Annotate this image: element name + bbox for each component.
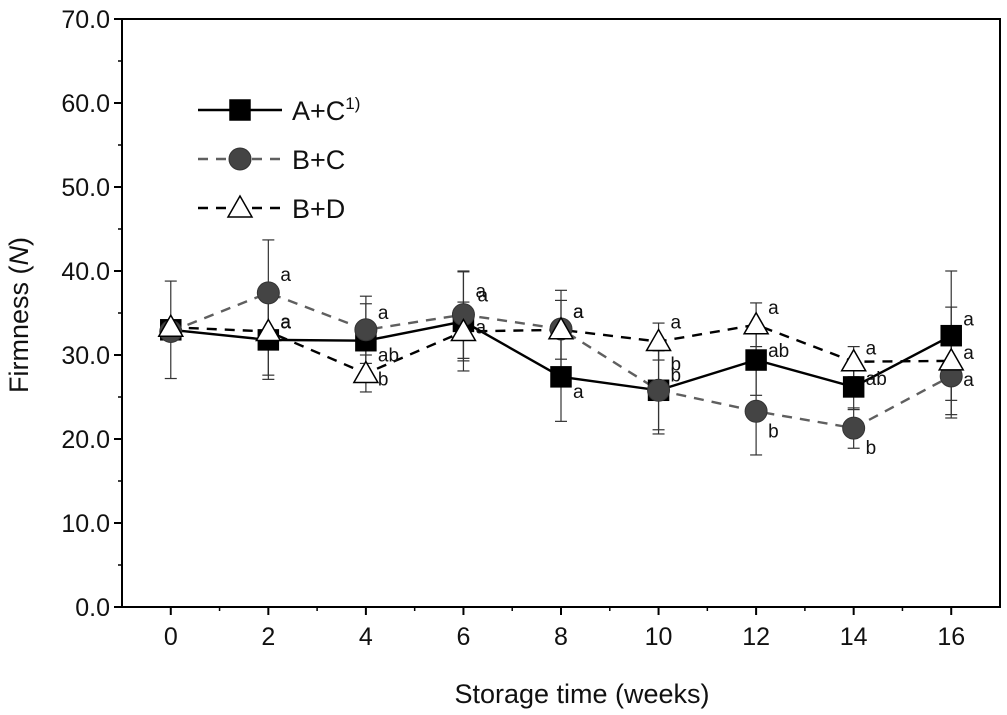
series-markers <box>157 281 965 440</box>
marker-b-d <box>937 347 965 371</box>
marker-b-d <box>157 313 185 338</box>
sig-label-b-c: a <box>963 370 974 391</box>
legend-superscript: 1) <box>345 94 360 113</box>
x-tick-label: 4 <box>359 623 373 651</box>
marker-b-c <box>256 281 280 305</box>
sig-label-a-c: a <box>280 312 291 333</box>
legend-marker-a-c <box>229 99 251 121</box>
sig-label-a-c: b <box>671 354 682 375</box>
marker-a-c <box>550 366 572 388</box>
legend-marker-b-d <box>226 194 254 218</box>
x-tick-label: 0 <box>164 623 178 651</box>
sig-label-b-d: a <box>768 298 779 319</box>
legend-label-b-d: B+D <box>292 194 345 224</box>
sig-label-a-c: ab <box>378 346 399 367</box>
marker-b-d <box>840 348 867 372</box>
sig-label-b-d: a <box>963 343 974 364</box>
marker-b-c <box>354 318 378 342</box>
x-tick-label: 6 <box>456 623 470 651</box>
legend: A+C1) B+C B+D <box>198 94 360 224</box>
marker-b-d <box>645 328 672 352</box>
x-tick-label: 8 <box>554 623 568 651</box>
marker-b-d <box>255 317 282 342</box>
sig-label-b-d: a <box>866 339 877 360</box>
sig-label-b-d: a <box>280 312 291 333</box>
marker-a-c <box>745 349 767 371</box>
sig-label-a-c: a <box>573 382 584 403</box>
y-axis-title: Firmness (N) <box>4 237 34 393</box>
marker-a-c <box>842 376 865 398</box>
sig-label-b-c: a <box>573 302 584 323</box>
x-tick-label: 14 <box>840 623 868 651</box>
x-tick-label: 16 <box>937 623 965 651</box>
sig-label-b-c: b <box>768 421 779 442</box>
marker-b-d <box>742 311 770 335</box>
marker-b-c <box>744 399 768 423</box>
y-tick-label: 30.0 <box>61 342 110 370</box>
sig-label-a-c: a <box>477 285 488 306</box>
sig-label-b-d: b <box>378 369 389 390</box>
sig-label-b-d: a <box>475 317 486 338</box>
y-tick-label: 20.0 <box>61 426 110 454</box>
x-tick-label: 12 <box>742 623 770 651</box>
sig-label-b-d: a <box>671 313 682 334</box>
y-tick-label: 0.0 <box>75 594 110 622</box>
sig-label-b-c: b <box>866 438 877 459</box>
axes: 0.0 10.0 20.0 30.0 40.0 50.0 60.0 70.0 0 2 4 6 8 10 12… <box>61 6 1001 651</box>
x-axis-title: Storage time (weeks) <box>454 679 709 709</box>
x-tick-label: 2 <box>261 623 275 651</box>
sig-label-b-c: a <box>280 265 291 286</box>
legend-label-a-c: A+C1) <box>292 94 360 126</box>
legend-label-b-c: B+C <box>292 145 345 175</box>
x-tick-label: 10 <box>645 623 673 651</box>
y-tick-label: 40.0 <box>61 258 110 286</box>
series-line-b-d <box>170 323 952 375</box>
marker-a-c <box>940 324 962 347</box>
sig-label-a-c: ab <box>768 341 789 362</box>
marker-b-d <box>352 359 380 384</box>
legend-marker-b-c <box>228 147 252 171</box>
marker-b-c <box>647 378 671 402</box>
marker-b-d <box>547 316 575 340</box>
y-tick-label: 10.0 <box>61 510 110 538</box>
sig-label-b-c: a <box>378 303 389 324</box>
marker-b-c <box>842 416 866 440</box>
sig-label-b-c: b <box>671 365 682 386</box>
sig-label-b-c: a <box>475 282 486 303</box>
y-tick-label: 50.0 <box>61 174 110 202</box>
series-line-b-c <box>170 291 952 430</box>
y-tick-label: 70.0 <box>61 6 110 34</box>
sig-label-b-d: a <box>573 302 584 323</box>
y-tick-label: 60.0 <box>61 90 110 118</box>
marker-b-d <box>450 317 477 342</box>
sig-label-a-c: ab <box>866 369 887 390</box>
sig-label-a-c: a <box>963 310 974 331</box>
